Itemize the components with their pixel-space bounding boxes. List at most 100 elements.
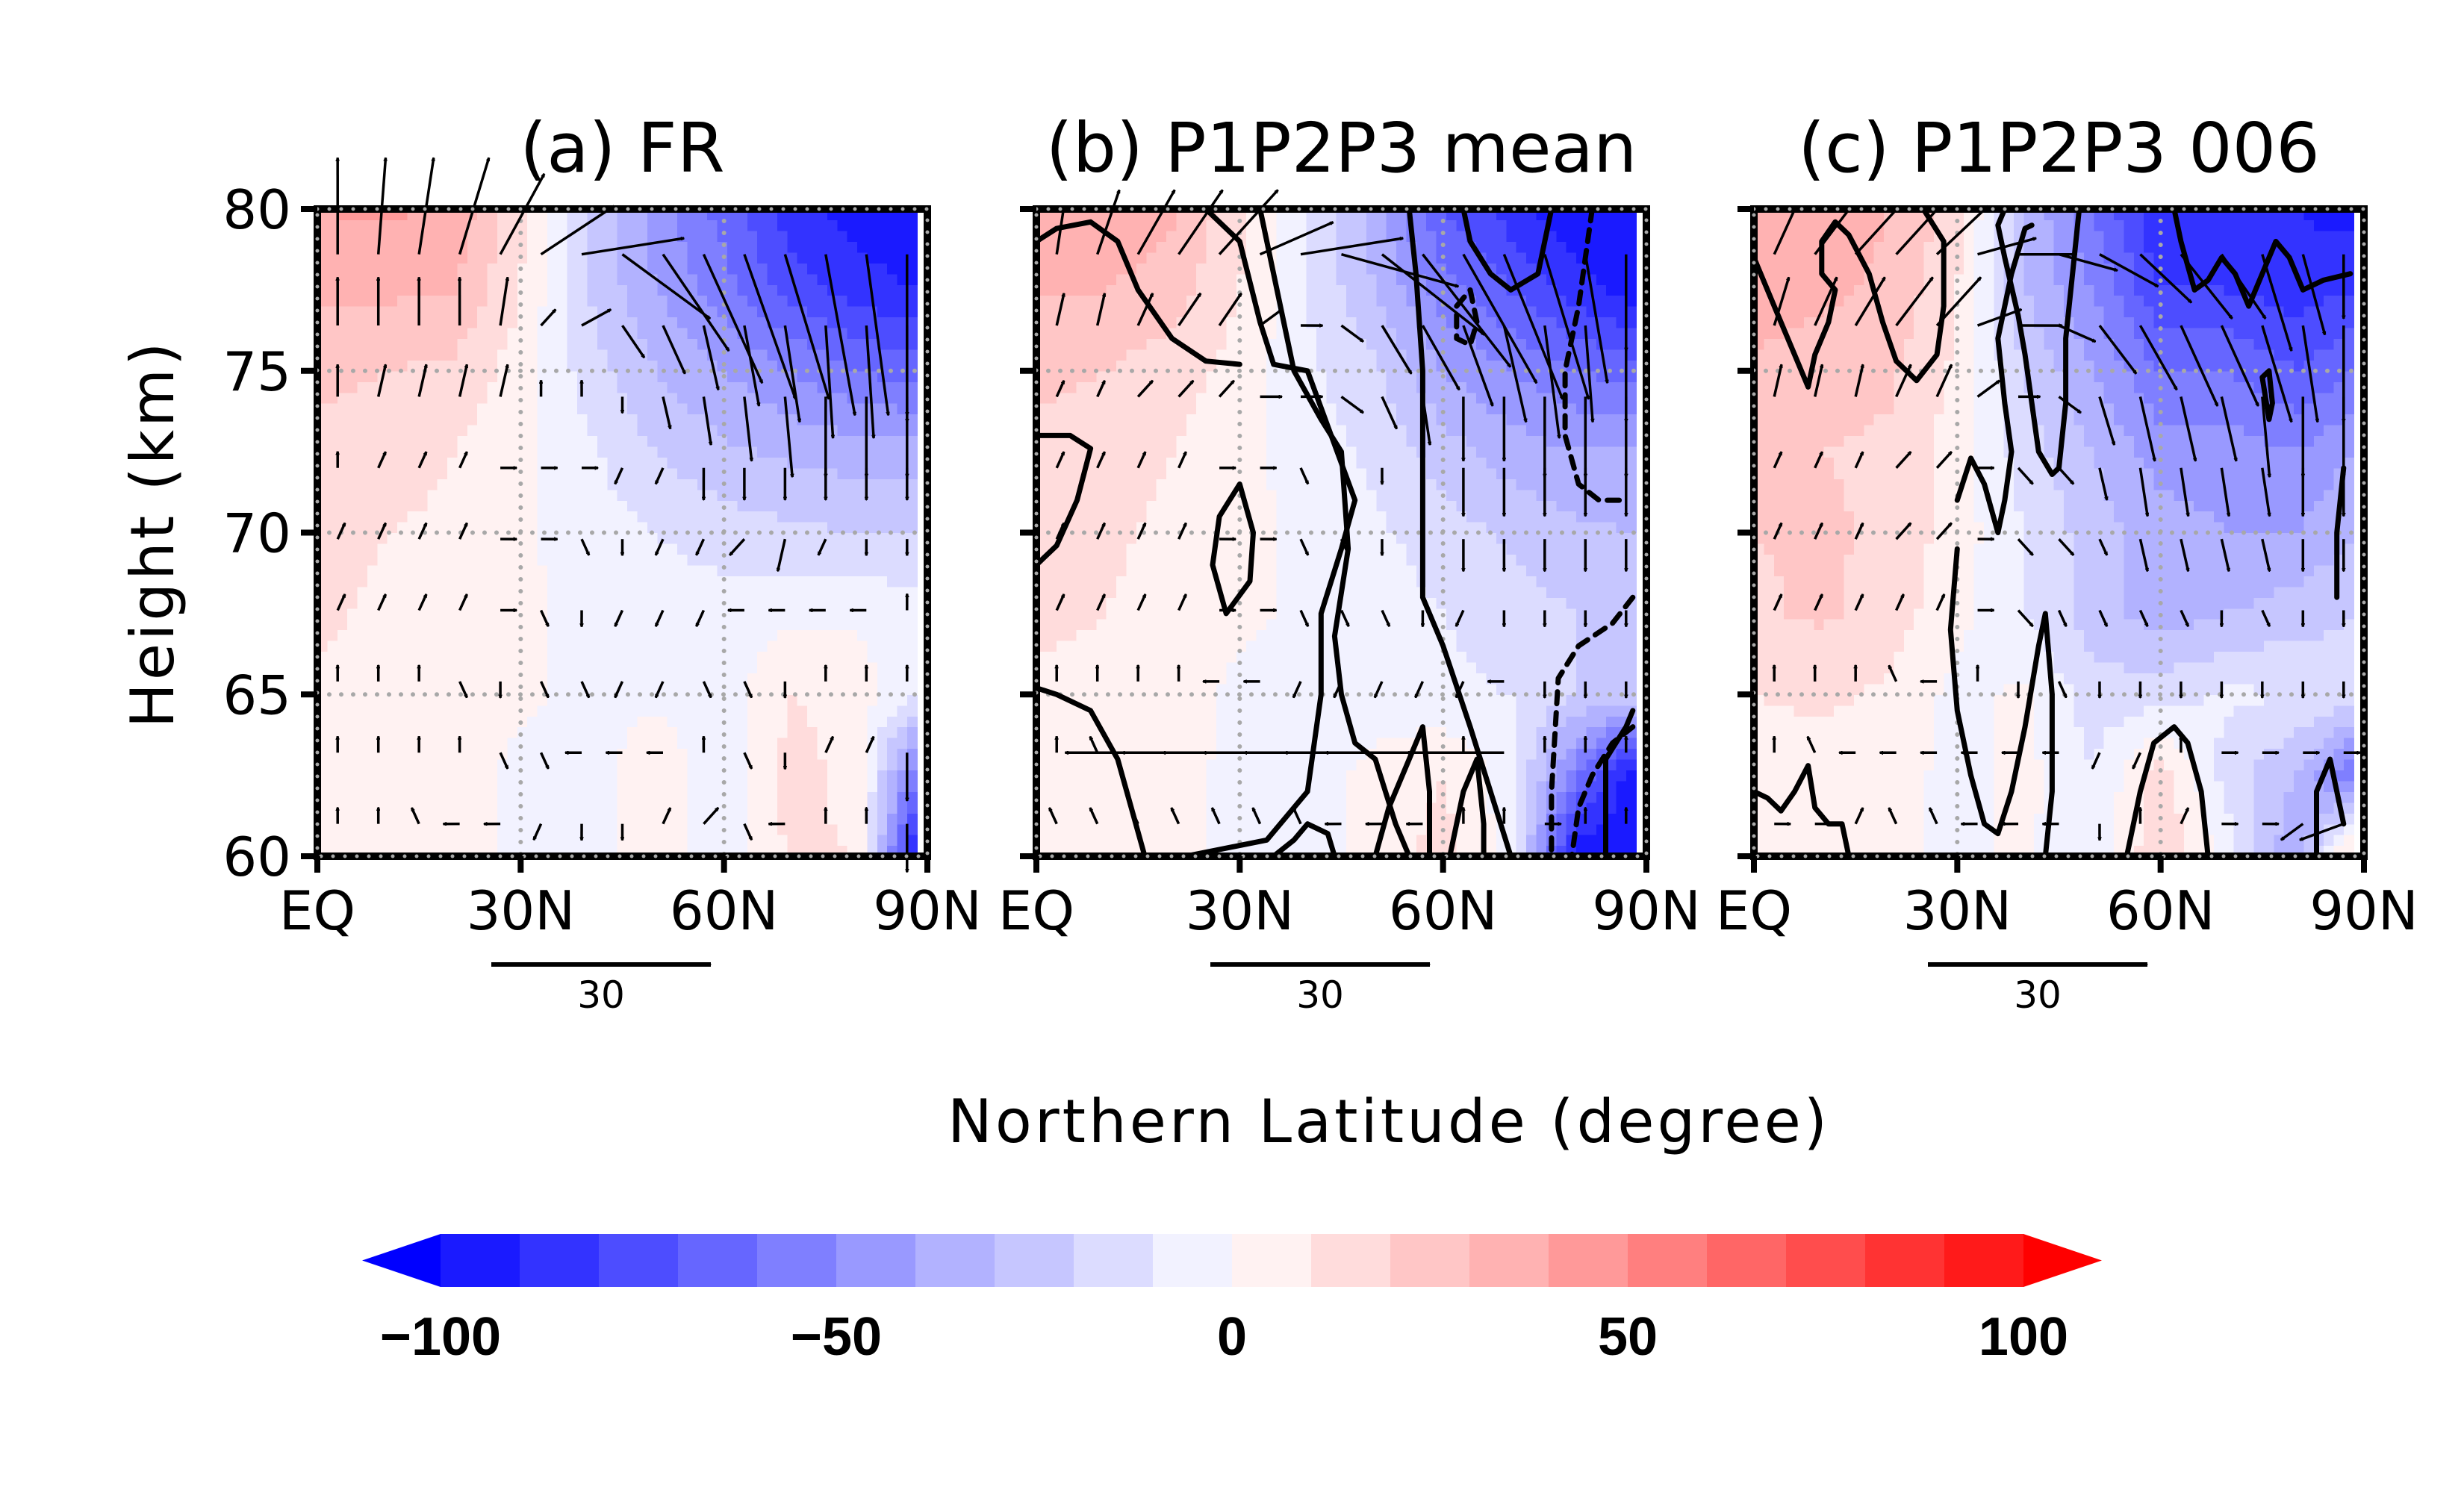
field-cell [797, 241, 808, 253]
field-cell [387, 758, 398, 770]
field-cell [827, 802, 838, 814]
field-cell [877, 543, 888, 555]
field-cell [677, 479, 688, 490]
field-cell [1166, 661, 1177, 673]
field-cell [737, 381, 748, 393]
field-cell [1166, 716, 1177, 728]
field-cell [567, 446, 578, 458]
field-cell [1376, 716, 1387, 728]
field-cell [1256, 823, 1267, 835]
field-cell [627, 219, 638, 231]
field-cell [437, 403, 448, 415]
field-cell [477, 705, 488, 717]
field-cell [567, 500, 578, 512]
field-cell [707, 446, 718, 458]
field-cell [577, 629, 588, 641]
field-cell [407, 651, 418, 663]
field-cell [607, 252, 618, 264]
field-cell [417, 467, 428, 479]
field-cell [607, 554, 618, 566]
field-cell [847, 791, 858, 803]
field-cell [847, 586, 858, 598]
field-cell [1566, 726, 1577, 738]
field-cell [487, 479, 498, 490]
field-cell [547, 219, 558, 231]
field-cell [537, 349, 548, 361]
field-cell [1286, 705, 1297, 717]
field-cell [557, 327, 568, 339]
field-cell [1076, 758, 1087, 770]
field-cell [1466, 640, 1477, 652]
field-cell [1406, 770, 1417, 782]
field-cell [607, 576, 618, 587]
field-cell [327, 273, 338, 285]
field-cell [867, 230, 878, 242]
field-cell [497, 467, 508, 479]
field-cell [597, 392, 608, 404]
field-cell [1566, 802, 1577, 814]
field-cell [897, 576, 908, 587]
field-cell [1446, 705, 1457, 717]
field-cell [797, 748, 808, 760]
field-cell [477, 327, 488, 339]
field-cell [497, 780, 508, 792]
field-cell [887, 489, 898, 501]
field-cell [617, 457, 628, 469]
field-cell [627, 381, 638, 393]
field-cell [627, 500, 638, 512]
field-cell [857, 479, 868, 490]
field-cell [517, 694, 528, 706]
field-cell [637, 608, 648, 620]
field-cell [677, 381, 688, 393]
field-cell [837, 597, 848, 609]
field-cell [1446, 791, 1457, 803]
field-cell [447, 758, 458, 770]
field-cell [1586, 694, 1597, 706]
field-cell [377, 338, 388, 350]
field-cell [617, 295, 628, 307]
field-cell [537, 338, 548, 350]
field-cell [1276, 716, 1287, 728]
field-cell [467, 230, 478, 242]
field-cell [787, 425, 798, 437]
field-cell [697, 370, 708, 382]
field-cell [887, 694, 898, 706]
field-cell [807, 586, 818, 598]
field-cell [747, 467, 758, 479]
field-cell [407, 758, 418, 770]
field-cell [707, 230, 718, 242]
field-cell [337, 564, 348, 576]
field-cell [487, 597, 498, 609]
field-cell [787, 726, 798, 738]
field-cell [837, 543, 848, 555]
field-cell [397, 230, 408, 242]
field-cell [727, 230, 738, 242]
field-cell [597, 219, 608, 231]
field-cell [407, 608, 418, 620]
field-cell [517, 802, 528, 814]
field-cell [1616, 705, 1627, 717]
field-cell [1276, 683, 1287, 695]
field-cell [567, 479, 578, 490]
field-cell [906, 446, 918, 458]
field-cell [767, 489, 778, 501]
field-cell [347, 673, 358, 685]
field-cell [387, 661, 398, 673]
field-cell [1146, 758, 1157, 770]
field-cell [647, 360, 658, 372]
field-cell [427, 360, 438, 372]
field-cell [527, 263, 538, 275]
field-cell [1136, 629, 1147, 641]
field-cell [1516, 835, 1527, 847]
field-cell [687, 673, 698, 685]
field-cell [1056, 640, 1067, 652]
field-cell [1526, 651, 1537, 663]
field-cell [867, 457, 878, 469]
field-cell [1346, 823, 1357, 835]
field-cell [1366, 651, 1377, 663]
field-cell [1206, 629, 1217, 641]
field-cell [717, 661, 728, 673]
field-cell [897, 349, 908, 361]
field-cell [897, 392, 908, 404]
field-cell [587, 381, 598, 393]
